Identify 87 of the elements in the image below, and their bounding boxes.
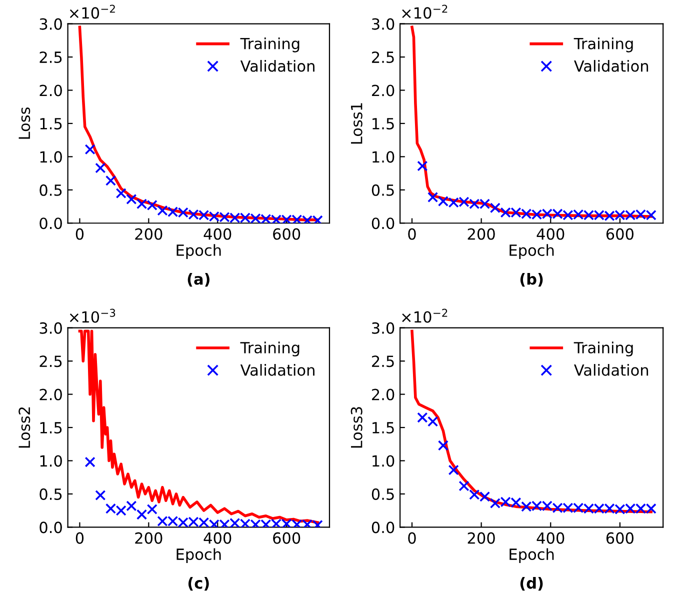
legend-label: Validation — [240, 364, 314, 376]
x-tick-label: 400 — [204, 532, 232, 544]
y-tick-label: 1.0 — [372, 455, 394, 467]
x-axis-title: Epoch — [510, 548, 554, 563]
y-tick-label: 0.5 — [40, 488, 62, 500]
text: (b) — [520, 272, 543, 287]
x-tick-label: 200 — [468, 532, 495, 544]
text: ×10$^{−3}$ — [70, 308, 116, 323]
legend-label: Training — [240, 342, 300, 356]
y-tick-label: 3.0 — [372, 18, 394, 30]
x-tick-label: 0 — [76, 228, 84, 240]
y-tick-label: 0.0 — [372, 522, 394, 534]
y-axis-title: Loss3 — [350, 407, 362, 448]
x-tick-label: 0 — [408, 532, 416, 544]
legend-label: Validation — [574, 364, 648, 376]
y-tick-label: 3.0 — [40, 18, 62, 30]
x-tick-label: 200 — [135, 532, 162, 544]
text: (d) — [520, 577, 543, 591]
x-tick-label: 600 — [606, 532, 634, 544]
x-tick-label: 400 — [204, 228, 232, 240]
y-axis-title: Loss1 — [351, 103, 362, 144]
text: (c) — [188, 577, 209, 591]
point — [84, 456, 96, 468]
y-tick-label: 1.5 — [372, 118, 394, 130]
y-tick-label: 1.5 — [40, 118, 62, 130]
y-tick-label: 2.0 — [372, 388, 394, 400]
point — [126, 194, 137, 205]
y-tick-label: 2.0 — [40, 84, 62, 96]
x-tick-label: 200 — [468, 228, 495, 240]
x-tick-label: 600 — [273, 228, 300, 240]
y-tick-label: 0.0 — [372, 218, 394, 230]
x-tick-label: 600 — [606, 228, 634, 240]
point — [427, 416, 438, 427]
x-axis-title: Epoch — [176, 548, 221, 563]
y-tick-label: 3.0 — [40, 322, 62, 334]
x-tick-label: 600 — [273, 532, 300, 544]
y-tick-label: 2.5 — [40, 356, 62, 368]
point — [458, 480, 470, 492]
y-tick-label: 1.0 — [40, 151, 62, 163]
text: ×10$^{−2}$ — [70, 4, 115, 19]
point — [95, 490, 106, 501]
text: ×10$^{−2}$ — [402, 4, 448, 19]
y-tick-label: 0.5 — [372, 184, 394, 196]
point — [105, 175, 116, 186]
y-tick-label: 1.5 — [40, 422, 62, 434]
y-tick-label: 2.5 — [40, 51, 62, 64]
legend-label: Training — [240, 38, 300, 52]
y-tick-label: 2.5 — [372, 51, 394, 64]
y-tick-label: 0.0 — [40, 218, 62, 230]
point — [417, 160, 428, 172]
y-tick-label: 1.0 — [372, 151, 394, 163]
point — [126, 500, 137, 512]
x-axis-title: Epoch — [176, 244, 221, 259]
y-axis-title: Loss2 — [18, 407, 30, 448]
y-tick-label: 0.5 — [372, 488, 394, 500]
y-tick-label: 1.5 — [372, 422, 394, 434]
text: (a) — [188, 272, 210, 287]
y-tick-label: 0.5 — [40, 184, 62, 196]
point — [417, 412, 428, 423]
point — [438, 440, 448, 451]
line-series — [78, 330, 319, 524]
legend-label: Validation — [574, 60, 648, 72]
point — [95, 162, 106, 174]
x-tick-label: 0 — [408, 228, 416, 240]
x-tick-label: 0 — [76, 532, 84, 544]
y-tick-label: 2.0 — [40, 388, 62, 400]
x-axis-title: Epoch — [510, 244, 554, 259]
x-tick-label: 400 — [536, 532, 564, 544]
point — [84, 144, 96, 155]
point — [490, 202, 500, 214]
point — [116, 188, 126, 199]
x-tick-label: 200 — [135, 228, 162, 240]
y-tick-label: 2.5 — [372, 356, 394, 368]
point — [136, 509, 148, 520]
text: ×10$^{−2}$ — [402, 308, 448, 323]
legend-label: Training — [574, 38, 633, 52]
y-axis-title: Loss — [18, 107, 30, 139]
point — [427, 192, 438, 203]
y-tick-label: 0.0 — [40, 522, 62, 534]
legend-label: Validation — [240, 60, 314, 72]
legend-label: Training — [574, 342, 633, 356]
point — [146, 504, 158, 515]
point — [448, 464, 459, 476]
y-tick-label: 1.0 — [40, 455, 62, 467]
x-tick-label: 400 — [536, 228, 564, 240]
y-tick-label: 2.0 — [372, 84, 394, 96]
y-tick-label: 3.0 — [372, 322, 394, 334]
